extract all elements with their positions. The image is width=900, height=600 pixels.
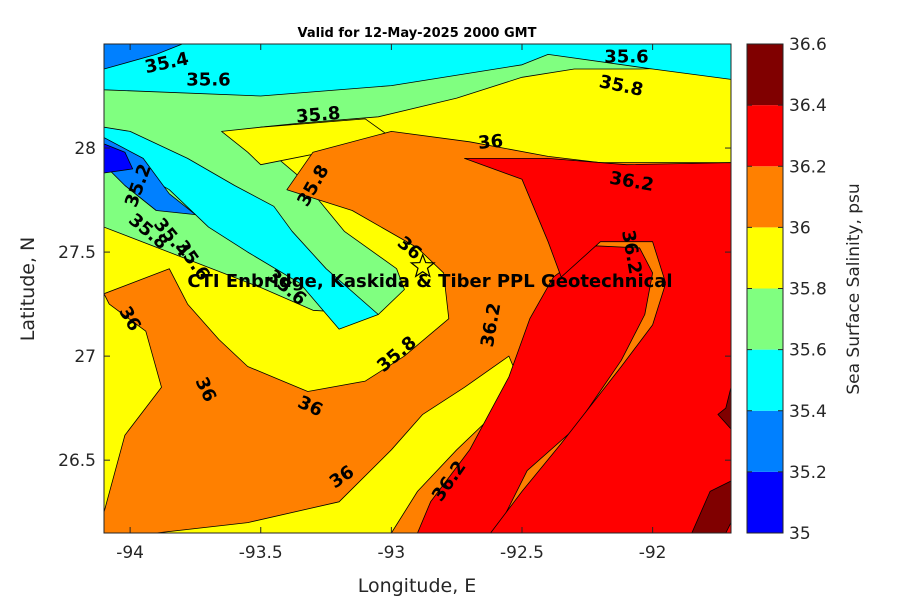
colorbar-tick-label: 35.6 xyxy=(789,341,827,361)
colorbar-tick-label: 35.2 xyxy=(789,463,827,483)
y-tick-label: 27 xyxy=(74,347,96,367)
colorbar-tick-label: 36 xyxy=(789,218,811,238)
x-tick-label: -94 xyxy=(116,543,144,563)
colorbar-tick-label: 36.4 xyxy=(789,96,827,116)
colorbar-swatch xyxy=(747,471,783,533)
plot-frame xyxy=(103,43,732,534)
contour-region-3 xyxy=(104,44,731,97)
y-tick-label: 28 xyxy=(74,139,96,159)
colorbar-swatch xyxy=(747,349,783,411)
x-tick-label: -93.5 xyxy=(239,543,283,563)
colorbar-tick-label: 36.2 xyxy=(789,157,827,177)
colorbar-tick-label: 35.4 xyxy=(789,402,827,422)
colorbar-swatch xyxy=(747,166,783,228)
colorbar: 35 35.2 35.4 35.6 35.8 36 36.2 36.4 36.6 xyxy=(746,35,827,544)
site-label: CTI Enbridge, Kaskida & Tiber PPL Geotec… xyxy=(187,271,672,292)
colorbar-swatch xyxy=(747,105,783,167)
contour-region-13 xyxy=(717,386,731,430)
contour-region-7 xyxy=(104,143,134,174)
contour-region-9 xyxy=(155,355,523,533)
site-marker: CTI Enbridge, Kaskida & Tiber PPL Geotec… xyxy=(187,252,673,292)
x-axis-label: Longitude, E xyxy=(358,575,477,597)
x-tick-label: -92 xyxy=(639,543,667,563)
colorbar-swatch xyxy=(747,288,783,350)
contour-label: 36 xyxy=(477,131,504,154)
contour-region-4 xyxy=(104,126,379,330)
contour-label: 35.6 xyxy=(186,69,230,90)
y-axis-label: Latitude, N xyxy=(17,237,39,342)
colorbar-tick-label: 35 xyxy=(789,524,811,544)
contour-label: 35.6 xyxy=(604,46,648,67)
x-tick-label: -92.5 xyxy=(500,543,544,563)
y-tick-label: 26.5 xyxy=(58,451,96,471)
contour-region-5 xyxy=(104,44,183,70)
contour-label: 35.8 xyxy=(295,103,341,128)
colorbar-swatch xyxy=(747,44,783,106)
contour-region-11 xyxy=(464,157,731,533)
y-axis-ticks: 26.5 27 27.5 28 xyxy=(58,139,731,471)
chart-title: Valid for 12-May-2025 2000 GMT xyxy=(298,26,537,41)
site-star-icon xyxy=(409,252,436,278)
colorbar-tick-label: 36.6 xyxy=(789,35,827,55)
x-tick-label: -93 xyxy=(377,543,405,563)
contour-fill xyxy=(104,44,731,533)
colorbar-swatch xyxy=(747,410,783,472)
y-tick-label: 27.5 xyxy=(58,243,96,263)
colorbar-label: Sea Surface Salinity, psu xyxy=(844,183,864,394)
colorbar-swatch xyxy=(747,227,783,289)
x-axis-ticks: -94 -93.5 -93 -92.5 -92 xyxy=(116,44,667,563)
colorbar-tick-label: 35.8 xyxy=(789,280,827,300)
contour-region-12 xyxy=(691,480,731,533)
